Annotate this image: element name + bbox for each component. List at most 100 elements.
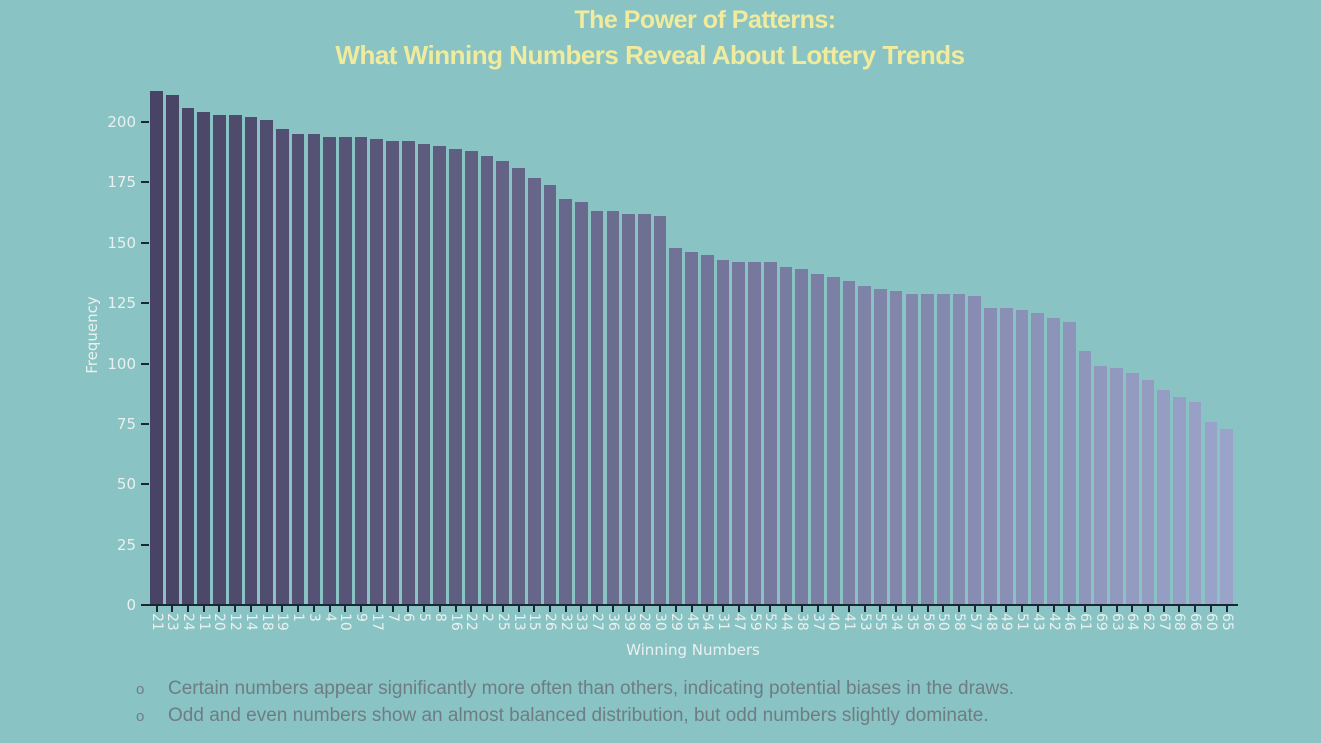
x-tick-label-21: 21 <box>148 613 165 631</box>
x-tick-label-12: 12 <box>227 613 244 631</box>
x-tick-label-53: 53 <box>856 613 873 631</box>
x-tick-mark <box>926 606 929 612</box>
bar-24 <box>181 107 195 605</box>
bullet-marker: o <box>136 708 145 725</box>
x-tick-mark <box>737 606 740 612</box>
bar-60 <box>1204 421 1218 605</box>
x-tick-mark <box>187 606 189 612</box>
x-tick-label-46: 46 <box>1061 613 1078 631</box>
x-tick-mark <box>1068 606 1071 612</box>
bar-8 <box>433 146 447 605</box>
x-tick-mark <box>832 606 835 612</box>
bar-35 <box>905 293 919 605</box>
x-tick-label-38: 38 <box>793 613 810 631</box>
x-tick-mark <box>1146 606 1149 612</box>
x-tick-label-10: 10 <box>337 613 354 631</box>
bar-53 <box>858 286 872 605</box>
x-tick-mark <box>438 606 441 612</box>
x-tick-mark <box>1209 606 1212 612</box>
x-tick-label-16: 16 <box>447 613 464 631</box>
bar-41 <box>842 281 856 605</box>
x-tick-mark <box>769 606 772 612</box>
x-tick-mark <box>800 606 803 612</box>
x-tick-mark <box>879 606 882 612</box>
x-axis-line <box>145 604 1238 606</box>
bar-67 <box>1157 390 1171 605</box>
x-tick-mark <box>501 606 504 612</box>
bar-47 <box>732 262 746 605</box>
bar-40 <box>826 276 840 605</box>
x-tick-mark <box>564 606 567 612</box>
bar-23 <box>165 95 179 605</box>
x-tick-mark <box>297 606 300 612</box>
bar-31 <box>716 259 730 605</box>
x-axis-label: Winning Numbers <box>626 641 760 659</box>
bar-38 <box>795 269 809 605</box>
bar-64 <box>1125 373 1139 605</box>
x-tick-mark <box>155 606 158 612</box>
x-tick-mark <box>202 606 205 612</box>
y-tick-label-175: 175 <box>107 173 136 192</box>
bar-2 <box>480 155 494 605</box>
bar-54 <box>700 254 714 605</box>
x-tick-mark <box>910 606 913 612</box>
x-tick-label-68: 68 <box>1171 613 1188 631</box>
bar-20 <box>213 114 226 605</box>
x-tick-mark <box>423 606 425 612</box>
x-tick-label-9: 9 <box>353 613 370 622</box>
x-tick-label-6: 6 <box>400 613 417 622</box>
x-tick-mark <box>580 606 583 612</box>
x-tick-mark <box>171 606 174 612</box>
x-tick-mark <box>1052 606 1055 612</box>
y-tick-mark <box>141 543 149 546</box>
bar-56 <box>921 293 934 605</box>
y-tick-mark <box>141 362 149 365</box>
bar-21 <box>150 90 163 605</box>
chart-title-line-2: What Winning Numbers Reveal About Lotter… <box>335 40 965 70</box>
y-tick-mark <box>141 422 149 425</box>
x-tick-label-65: 65 <box>1218 613 1235 631</box>
bar-19 <box>276 129 289 605</box>
y-tick-label-200: 200 <box>107 113 136 131</box>
x-tick-label-33: 33 <box>573 613 590 631</box>
y-tick-label-75: 75 <box>116 414 136 433</box>
bar-50 <box>937 293 950 605</box>
x-tick-mark <box>895 606 898 612</box>
bar-26 <box>543 184 557 605</box>
x-tick-mark <box>249 606 252 612</box>
x-tick-label-40: 40 <box>825 613 842 631</box>
x-tick-label-3: 3 <box>305 613 322 622</box>
x-tick-label-15: 15 <box>526 613 543 631</box>
y-tick-label-25: 25 <box>116 535 136 554</box>
bar-33 <box>575 201 588 605</box>
x-tick-label-2: 2 <box>479 613 495 622</box>
bar-34 <box>889 291 903 605</box>
x-tick-label-20: 20 <box>211 613 228 631</box>
x-tick-label-50: 50 <box>935 613 952 631</box>
bar-29 <box>669 247 683 605</box>
x-tick-mark <box>1005 606 1008 612</box>
x-tick-mark <box>281 606 284 612</box>
x-tick-label-60: 60 <box>1202 613 1219 631</box>
x-tick-label-26: 26 <box>541 613 558 631</box>
x-tick-mark <box>1036 606 1039 612</box>
x-tick-label-41: 41 <box>840 613 857 631</box>
x-tick-label-5: 5 <box>416 613 432 622</box>
x-tick-mark <box>785 606 787 612</box>
x-tick-label-57: 57 <box>966 613 983 631</box>
x-tick-label-8: 8 <box>431 613 448 622</box>
annotation-text: Odd and even numbers show an almost bala… <box>168 705 989 726</box>
bar-25 <box>496 160 510 605</box>
x-tick-mark <box>847 606 850 612</box>
y-tick-label-125: 125 <box>107 294 136 313</box>
x-tick-label-66: 66 <box>1187 613 1204 631</box>
bar-39 <box>622 213 635 605</box>
x-tick-mark <box>596 606 599 612</box>
x-tick-label-22: 22 <box>463 613 480 631</box>
x-tick-label-64: 64 <box>1124 613 1141 631</box>
x-tick-mark <box>312 606 315 612</box>
bar-52 <box>763 262 777 605</box>
x-tick-label-24: 24 <box>180 613 196 631</box>
x-tick-label-17: 17 <box>368 613 385 631</box>
